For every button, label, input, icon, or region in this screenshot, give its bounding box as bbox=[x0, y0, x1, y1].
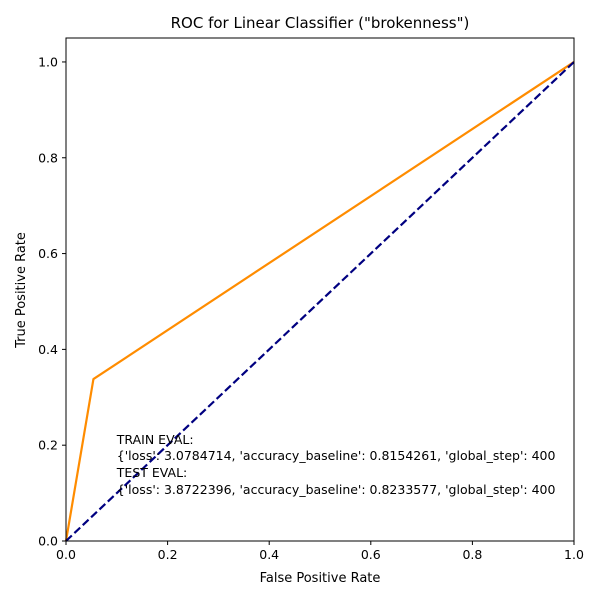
chart-title: ROC for Linear Classifier ("brokenness") bbox=[171, 14, 470, 32]
x-tick-label: 0.8 bbox=[462, 547, 482, 562]
axes-frame bbox=[65, 37, 575, 542]
roc-curve-line bbox=[64, 61, 575, 542]
y-tick-label: 0.2 bbox=[38, 438, 58, 453]
y-tick-label: 0.8 bbox=[38, 150, 58, 165]
chance-diagonal-line bbox=[65, 61, 575, 542]
y-tick-label: 0.0 bbox=[38, 534, 58, 549]
y-axis-label: True Positive Rate bbox=[14, 232, 29, 349]
x-tick-label: 1.0 bbox=[564, 547, 584, 562]
y-tick-label: 0.4 bbox=[38, 342, 58, 357]
x-tick-label: 0.4 bbox=[259, 547, 279, 562]
annotation-line: {'loss': 3.0784714, 'accuracy_baseline':… bbox=[117, 448, 556, 463]
x-tick-label: 0.2 bbox=[158, 547, 178, 562]
x-tick-label: 0.6 bbox=[361, 547, 381, 562]
axis-ticks: 0.0 0.2 0.4 0.6 0.8 1.0 0.0 0.2 0.4 0.6 0.8 1.0 bbox=[38, 54, 584, 562]
annotation-line: TEST EVAL: bbox=[116, 465, 187, 480]
y-tick-label: 1.0 bbox=[38, 54, 58, 69]
x-tick-label: 0.0 bbox=[56, 547, 76, 562]
annotation-line: TRAIN EVAL: bbox=[116, 432, 194, 447]
annotation-line: {'loss': 3.8722396, 'accuracy_baseline':… bbox=[117, 482, 556, 497]
plot-area bbox=[64, 61, 575, 542]
y-tick-label: 0.6 bbox=[38, 246, 58, 261]
x-axis-label: False Positive Rate bbox=[260, 571, 381, 586]
annotation-text: TRAIN EVAL:{'loss': 3.0784714, 'accuracy… bbox=[116, 432, 556, 497]
